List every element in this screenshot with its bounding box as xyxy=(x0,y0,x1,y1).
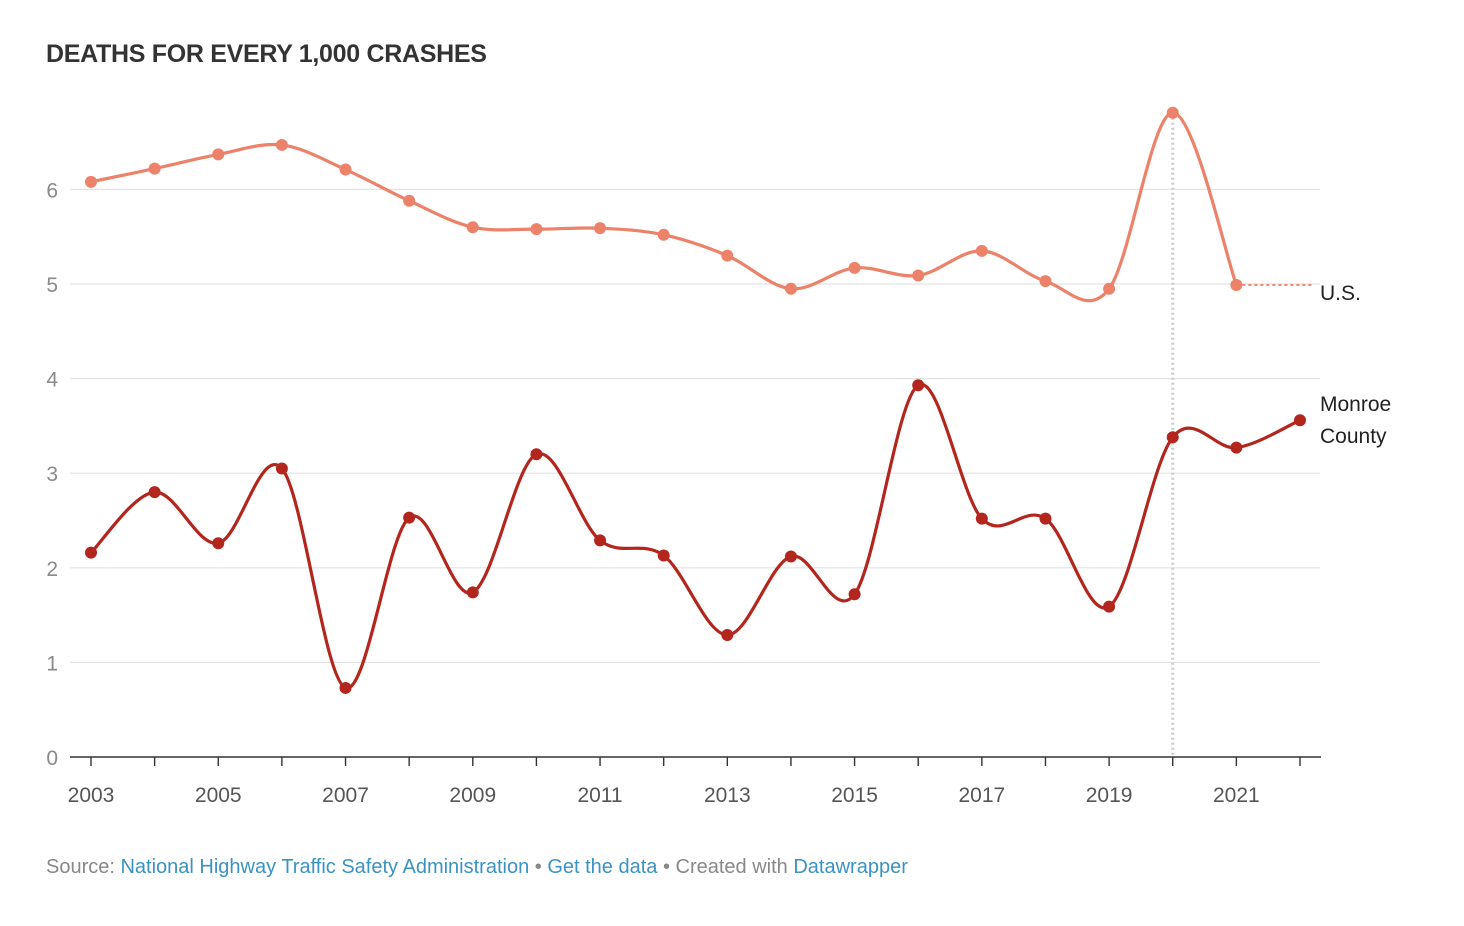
data-point-monroe-county-2021 xyxy=(1230,441,1243,454)
y-tick-label-2: 2 xyxy=(46,558,58,581)
data-point-monroe-county-2014 xyxy=(784,550,797,563)
data-point-u-s-2010 xyxy=(530,223,543,236)
x-tick-label-2005: 2005 xyxy=(195,784,242,807)
data-point-u-s-2005 xyxy=(212,148,225,161)
source-link[interactable]: National Highway Traffic Safety Administ… xyxy=(120,856,530,878)
data-point-u-s-2015 xyxy=(848,261,861,274)
series-label-u-s: U.S. xyxy=(1320,282,1361,305)
y-tick-label-0: 0 xyxy=(46,747,58,770)
series-line-u-s xyxy=(89,111,1238,303)
x-tick-label-2019: 2019 xyxy=(1086,784,1133,807)
data-point-monroe-county-2016 xyxy=(912,379,925,392)
chart-title: DEATHS FOR EVERY 1,000 CRASHES xyxy=(46,40,487,68)
series-label-line: County xyxy=(1320,425,1387,448)
series-label-line: Monroe xyxy=(1320,393,1391,416)
data-point-monroe-county-2017 xyxy=(975,512,988,525)
datawrapper-link[interactable]: Datawrapper xyxy=(793,856,908,878)
x-tick-label-2009: 2009 xyxy=(449,784,496,807)
x-tick-label-2003: 2003 xyxy=(68,784,115,807)
data-point-u-s-2006 xyxy=(275,138,288,151)
y-tick-label-6: 6 xyxy=(46,179,58,202)
data-point-monroe-county-2004 xyxy=(148,486,161,499)
data-point-u-s-2017 xyxy=(975,244,988,257)
data-point-monroe-county-2005 xyxy=(212,537,225,550)
data-point-monroe-county-2015 xyxy=(848,588,861,601)
data-point-monroe-county-2019 xyxy=(1103,600,1116,613)
x-tick-label-2013: 2013 xyxy=(704,784,751,807)
source-prefix: Source: xyxy=(46,856,121,878)
series-label-line: U.S. xyxy=(1320,282,1361,305)
series-labels: U.S. Monroe County xyxy=(1320,282,1391,448)
x-axis: 2003 2005 2007 2009 2011 2013 2015 2017 2019 2021 xyxy=(68,756,1321,807)
data-point-u-s-2013 xyxy=(721,249,734,262)
grid-lines: 0 1 2 3 4 5 6 xyxy=(46,179,1320,770)
footer-created-with: • Created with xyxy=(657,856,794,878)
data-point-u-s-2014 xyxy=(784,282,797,295)
x-tick-label-2011: 2011 xyxy=(577,784,622,807)
data-point-u-s-2009 xyxy=(466,221,479,234)
x-tick-label-2015: 2015 xyxy=(831,784,878,807)
series-line-monroe-county xyxy=(89,382,1302,690)
data-point-u-s-2008 xyxy=(403,194,416,207)
footer-separator: • xyxy=(529,856,548,878)
footer: Source: National Highway Traffic Safety … xyxy=(46,856,908,879)
data-point-monroe-county-2007 xyxy=(339,681,352,694)
data-point-u-s-2011 xyxy=(594,222,607,235)
data-point-monroe-county-2003 xyxy=(85,546,97,559)
y-tick-label-4: 4 xyxy=(46,369,58,392)
data-point-monroe-county-2012 xyxy=(657,549,670,562)
data-point-monroe-county-2010 xyxy=(530,448,543,461)
data-point-monroe-county-2006 xyxy=(275,462,288,475)
series-lines xyxy=(85,106,1314,694)
x-tick-label-2007: 2007 xyxy=(322,784,369,807)
data-point-u-s-2003 xyxy=(85,175,97,188)
data-point-u-s-2019 xyxy=(1103,282,1116,295)
series-label-monroe-county: Monroe County xyxy=(1320,393,1391,448)
data-point-monroe-county-2018 xyxy=(1039,512,1052,525)
data-point-u-s-2004 xyxy=(148,162,161,175)
data-point-monroe-county-2013 xyxy=(721,628,734,641)
y-tick-label-3: 3 xyxy=(46,463,58,486)
data-point-monroe-county-2022 xyxy=(1294,414,1306,427)
get-data-link[interactable]: Get the data xyxy=(547,856,658,878)
x-tick-label-2017: 2017 xyxy=(958,784,1005,807)
data-point-monroe-county-2011 xyxy=(594,534,607,547)
y-tick-label-1: 1 xyxy=(46,652,58,675)
data-point-u-s-2016 xyxy=(912,269,925,282)
y-tick-label-5: 5 xyxy=(46,274,58,297)
data-point-u-s-2020 xyxy=(1166,106,1179,119)
x-tick-label-2021: 2021 xyxy=(1213,784,1260,807)
data-point-monroe-county-2009 xyxy=(466,586,479,599)
data-point-u-s-2007 xyxy=(339,163,352,176)
data-point-u-s-2012 xyxy=(657,228,670,241)
data-point-monroe-county-2020 xyxy=(1166,431,1179,444)
data-point-u-s-2018 xyxy=(1039,275,1052,288)
data-point-monroe-county-2008 xyxy=(403,511,416,524)
